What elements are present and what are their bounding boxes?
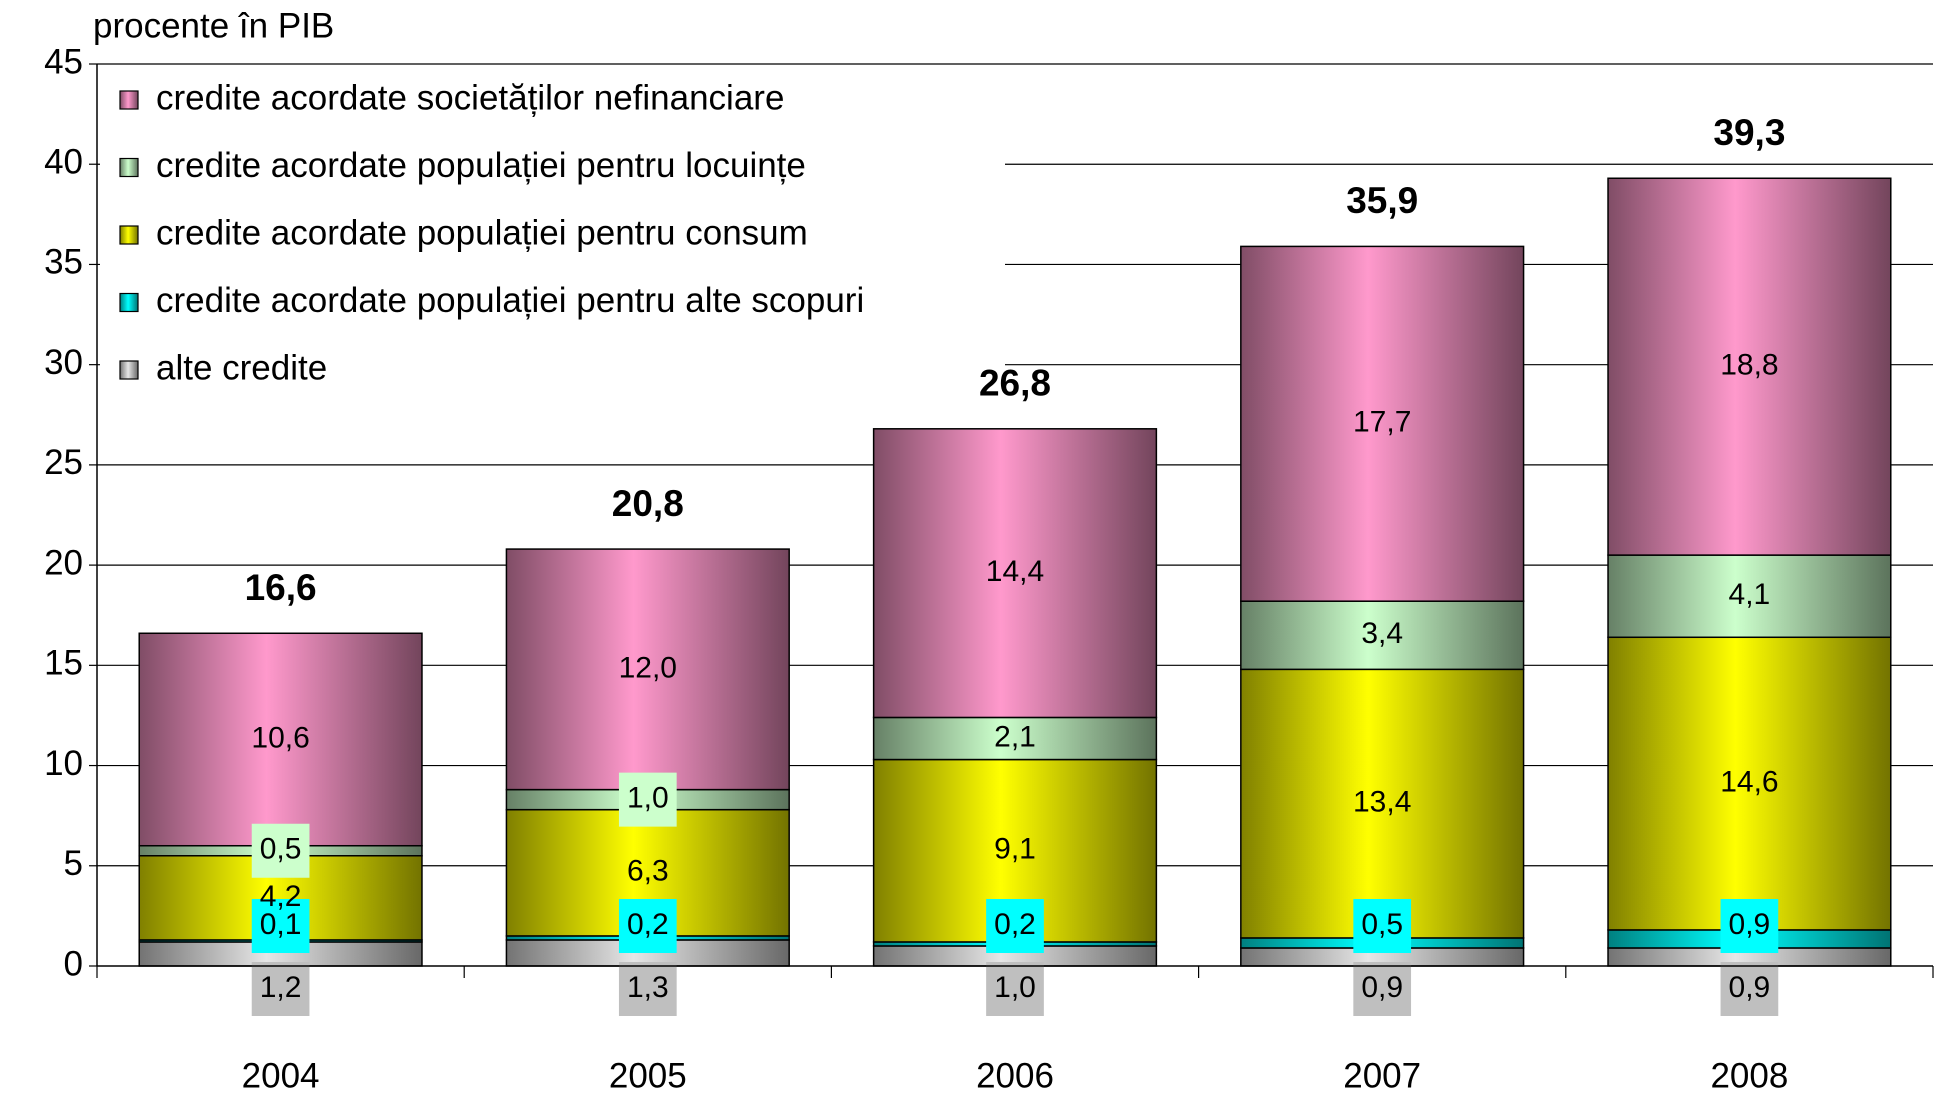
legend-swatch [119,90,139,110]
bar-segment [872,428,1158,719]
bar-segment [1607,177,1892,556]
legend-swatch [119,157,139,178]
value-label: 10,6 [251,721,309,754]
value-label: 1,2 [260,971,302,1004]
bar-segment [1607,636,1892,931]
value-label: 0,9 [1361,971,1403,1004]
value-label-box [251,962,310,1016]
y-tick-label: 25 [44,443,83,482]
value-label: 12,0 [619,651,677,684]
total-label: 16,6 [245,567,317,608]
x-tick-label: 2006 [976,1056,1054,1095]
total-label: 39,3 [1713,112,1785,153]
y-tick-label: 5 [64,844,83,883]
value-label: 4,2 [260,880,302,913]
value-label: 1,0 [627,782,669,815]
value-label-box [1720,899,1779,953]
legend-box [100,70,1005,400]
x-tick-label: 2005 [609,1056,687,1095]
total-label: 26,8 [979,363,1051,404]
value-label: 4,1 [1729,578,1771,611]
legend-label: alte credite [156,348,327,387]
y-tick-label: 40 [44,142,83,181]
value-label-box [986,899,1044,953]
legend-swatch [119,225,139,245]
x-tick-label: 2004 [242,1056,320,1095]
value-label: 1,0 [994,971,1036,1004]
legend: credite acordate societăților nefinancia… [100,70,1005,400]
value-label: 2,1 [994,720,1036,753]
x-tick-label: 2008 [1710,1056,1788,1095]
x-tick-label: 2007 [1343,1056,1421,1095]
value-label: 0,9 [1729,908,1771,941]
y-tick-label: 0 [64,944,83,983]
value-label: 13,4 [1353,786,1411,819]
value-label: 18,8 [1720,349,1778,382]
legend-label: credite acordate societăților nefinancia… [156,78,784,117]
y-tick-label: 20 [44,543,83,582]
value-label: 0,2 [627,908,669,941]
value-label-box [1353,899,1412,953]
value-label-box [1353,962,1412,1016]
y-tick-label: 45 [44,42,83,81]
value-label: 0,9 [1729,971,1771,1004]
y-tick-label: 35 [44,243,83,282]
bar-segment [1607,554,1892,639]
y-tick-label: 10 [44,744,83,783]
value-label-box [251,899,310,953]
value-label: 14,4 [986,555,1044,588]
legend-swatch [119,292,139,313]
value-label-box [618,899,677,953]
value-label: 17,7 [1353,406,1411,439]
value-label-box [251,823,310,878]
y-tick-label: 30 [44,343,83,382]
bar-segment [1240,668,1525,939]
y-axis-label: procente în PIB [93,6,334,45]
bar-segment [138,632,423,847]
value-label-box [618,962,677,1016]
bar-segment [1240,245,1525,602]
bar-segment [505,548,790,791]
value-label-box [618,772,677,827]
legend-label: credite acordate populației pentru alte … [156,281,864,320]
value-label-box [986,962,1044,1016]
y-tick-label: 15 [44,644,83,683]
value-label: 3,4 [1361,617,1403,650]
bar-segment [1240,600,1525,671]
value-label: 6,3 [627,855,669,888]
value-label: 0,5 [1361,908,1403,941]
value-label: 0,2 [994,908,1036,941]
legend-swatch [119,360,139,380]
value-label: 1,3 [627,971,669,1004]
total-label: 35,9 [1346,180,1418,221]
value-label: 0,1 [260,908,302,941]
legend-label: credite acordate populației pentru locui… [156,146,806,185]
legend-label: credite acordate populației pentru consu… [156,213,808,252]
value-label: 0,5 [260,833,302,866]
value-label: 9,1 [994,833,1036,866]
value-label: 14,6 [1720,766,1778,799]
value-label-box [1720,962,1779,1016]
total-label: 20,8 [612,483,684,524]
bar-segment [872,716,1158,761]
